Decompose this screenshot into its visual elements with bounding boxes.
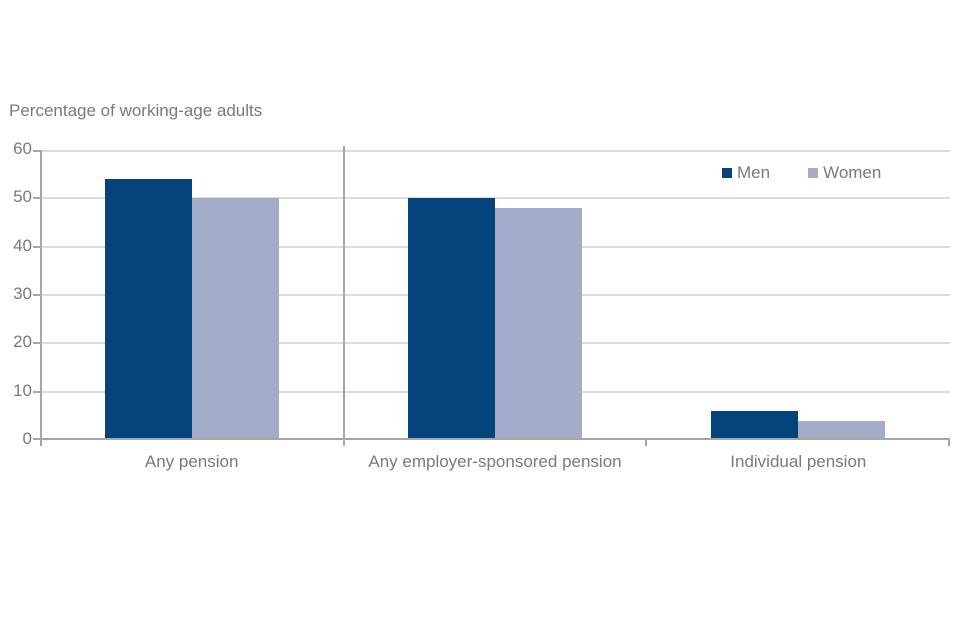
legend-marker-women-icon: [808, 168, 819, 178]
x-axis-boundary-tick-2: [645, 440, 647, 446]
category-label-individual-pension: Individual pension: [730, 452, 867, 471]
x-axis-boundary-tick-3: [948, 440, 950, 446]
legend-marker-men-icon: [722, 168, 732, 178]
y-axis-tick-label-20: 20: [13, 332, 32, 352]
legend-item-men: Men: [722, 164, 770, 182]
category-label-any-pension: Any pension: [144, 452, 239, 471]
gridline-60: [40, 150, 950, 152]
category-divider-line: [343, 146, 345, 446]
bar-men-individual-pension: [711, 411, 799, 440]
bar-women-individual-pension: [798, 420, 886, 440]
bar-women-any-pension: [191, 198, 279, 440]
y-axis-tick-label-30: 30: [13, 284, 32, 303]
y-axis-tick-30: [33, 294, 40, 296]
y-axis-tick-50: [33, 197, 40, 200]
y-axis-tick-label-10: 10: [13, 380, 32, 400]
legend: Men Women: [722, 164, 881, 182]
chart-title: Percentage of working-age adults: [9, 101, 263, 120]
x-axis-category-labels: Any pension Any employer-sponsored pensi…: [40, 452, 950, 472]
y-axis-tick-label-40: 40: [13, 235, 32, 255]
y-axis-tick-label-50: 50: [13, 187, 32, 207]
axis-ticks-layer: [33, 150, 950, 446]
bar-men-any-employer-sponsored-pension: [408, 198, 495, 440]
y-axis-tick-40: [33, 245, 40, 248]
y-axis-tick-label-0: 0: [22, 429, 32, 448]
legend-item-women: Women: [808, 164, 881, 182]
bar-men-any-pension: [104, 179, 192, 440]
y-axis-labels: 0 10 20 30 40 50 60: [0, 140, 32, 448]
gridline-50: [40, 197, 950, 200]
legend-label-women: Women: [823, 163, 882, 182]
y-axis-tick-60: [33, 150, 40, 152]
y-axis-tick-label-60: 60: [13, 139, 32, 158]
legend-label-men: Men: [737, 163, 771, 182]
plot-area: [33, 146, 950, 446]
y-axis-tick-20: [33, 342, 40, 345]
bars-layer: [40, 150, 950, 440]
y-axis-tick-0: [33, 438, 40, 440]
y-axis-tick-10: [33, 390, 40, 393]
y-axis-line: [40, 150, 42, 446]
x-axis-line: [40, 438, 950, 440]
bar-women-any-employer-sponsored-pension: [495, 208, 582, 440]
category-label-any-employer-sponsored-pension: Any employer-sponsored pension: [368, 452, 622, 471]
